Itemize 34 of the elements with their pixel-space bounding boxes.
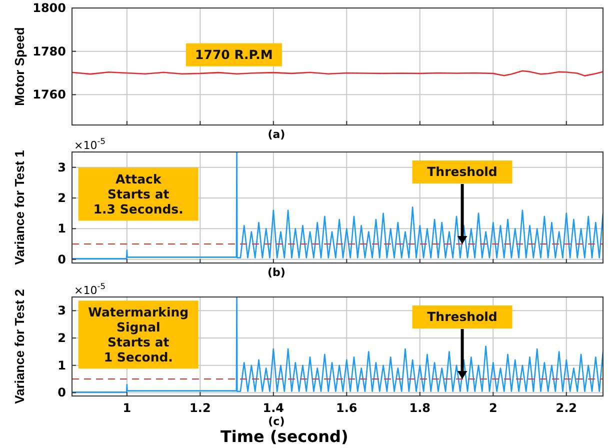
y-tick-label: 2 bbox=[58, 190, 66, 205]
line-series bbox=[72, 297, 603, 393]
annotation: 1770 R.P.M bbox=[195, 47, 273, 62]
y-tick-label: 1800 bbox=[32, 1, 66, 15]
y-axis-title: Variance for Test 1 bbox=[12, 150, 27, 265]
text: (b) bbox=[267, 266, 286, 279]
text: (a) bbox=[268, 128, 286, 141]
y-tick-label: 0 bbox=[58, 386, 66, 400]
y-tick-label: 2 bbox=[58, 331, 66, 346]
y-tick-label: 1760 bbox=[32, 88, 66, 102]
y-tick-label: 3 bbox=[58, 160, 66, 174]
x-tick-label: 1.8 bbox=[409, 401, 431, 415]
y-tick-label: 3 bbox=[58, 304, 66, 318]
ref-line-label: Threshold bbox=[427, 309, 498, 324]
y-tick-label: 1780 bbox=[32, 44, 66, 58]
ref-line-label: Threshold bbox=[427, 164, 498, 180]
x-tick-label: 1.2 bbox=[190, 401, 211, 415]
y-tick-label: 0 bbox=[58, 252, 66, 266]
x-tick-label: 2 bbox=[488, 401, 498, 415]
text: (c) bbox=[268, 415, 285, 428]
line-series bbox=[72, 152, 603, 260]
annotation: ×10$^{-5}$ bbox=[74, 136, 106, 152]
annotation: Watermarking Signal Starts at 1 Second. bbox=[88, 304, 189, 364]
y-tick-label: 1 bbox=[58, 358, 66, 372]
y-axis-title: Variance for Test 2 bbox=[12, 289, 27, 404]
x-tick-label: 1 bbox=[122, 401, 132, 415]
y-axis-title: Motor Speed bbox=[12, 27, 27, 106]
x-axis-title: Time (second) bbox=[220, 427, 348, 446]
annotation: ×10$^{-5}$ bbox=[74, 281, 106, 297]
x-tick-label: 1.4 bbox=[262, 401, 284, 415]
x-tick-label: 1.6 bbox=[336, 401, 358, 415]
y-tick-label: 1 bbox=[58, 222, 66, 236]
x-tick-label: 2.2 bbox=[556, 401, 578, 415]
annotation: Attack Starts at 1.3 Seconds. bbox=[93, 171, 184, 216]
